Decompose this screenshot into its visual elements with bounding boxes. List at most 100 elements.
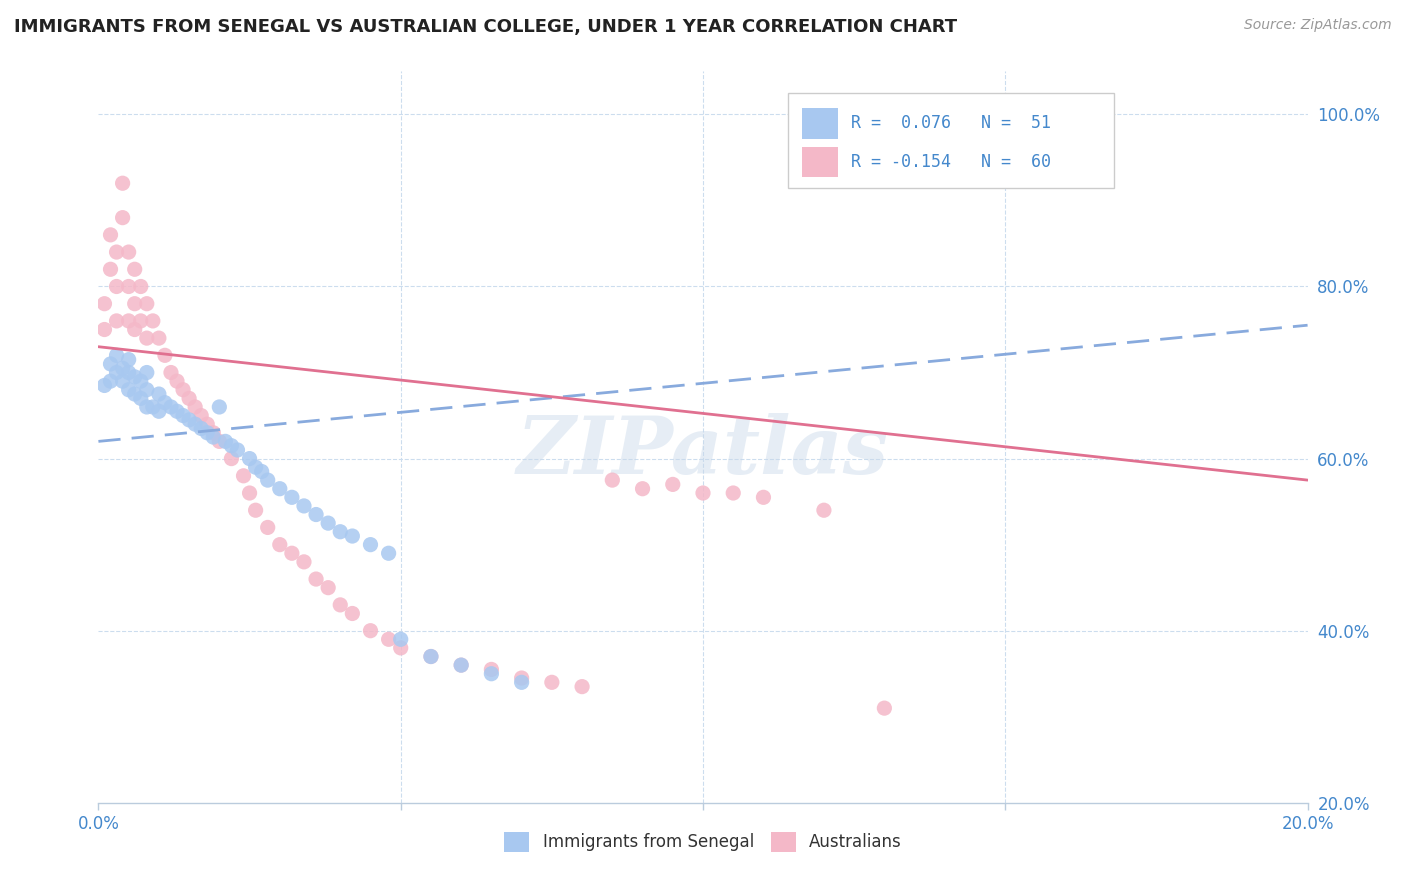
Point bbox=[179, 392, 201, 406]
Point bbox=[221, 451, 243, 466]
Point bbox=[389, 632, 412, 647]
Point bbox=[389, 640, 412, 655]
Point bbox=[752, 491, 775, 505]
Point bbox=[105, 348, 128, 362]
Point bbox=[166, 374, 188, 388]
Point bbox=[208, 400, 231, 414]
Point bbox=[360, 624, 382, 638]
Point bbox=[214, 434, 236, 449]
FancyBboxPatch shape bbox=[787, 94, 1114, 188]
Point bbox=[135, 400, 157, 414]
Point bbox=[481, 662, 503, 676]
Point bbox=[342, 607, 364, 621]
Point bbox=[305, 508, 328, 522]
Point bbox=[142, 314, 165, 328]
Point bbox=[510, 671, 533, 685]
Point bbox=[450, 658, 472, 673]
Point bbox=[281, 491, 304, 505]
Point bbox=[148, 387, 170, 401]
Point bbox=[148, 404, 170, 418]
Point bbox=[661, 477, 683, 491]
Point bbox=[93, 296, 115, 310]
Point bbox=[420, 649, 443, 664]
Text: R = -0.154   N =  60: R = -0.154 N = 60 bbox=[851, 153, 1050, 171]
Point bbox=[292, 499, 315, 513]
Point bbox=[111, 361, 134, 376]
Point bbox=[124, 369, 146, 384]
Point bbox=[111, 176, 134, 190]
Point bbox=[129, 374, 152, 388]
Point bbox=[195, 417, 218, 432]
Point bbox=[118, 366, 141, 380]
Point bbox=[873, 701, 896, 715]
Point bbox=[135, 296, 157, 310]
Point bbox=[118, 352, 141, 367]
Point bbox=[450, 658, 472, 673]
Point bbox=[281, 546, 304, 560]
FancyBboxPatch shape bbox=[803, 146, 838, 178]
Point bbox=[377, 632, 399, 647]
Point bbox=[245, 460, 267, 475]
Point bbox=[305, 572, 328, 586]
Point bbox=[692, 486, 714, 500]
Point bbox=[124, 262, 146, 277]
Point bbox=[172, 383, 194, 397]
Text: R =  0.076   N =  51: R = 0.076 N = 51 bbox=[851, 114, 1050, 132]
Point bbox=[142, 400, 165, 414]
Point bbox=[232, 468, 254, 483]
Point bbox=[184, 400, 207, 414]
Point bbox=[377, 546, 399, 560]
Point bbox=[118, 383, 141, 397]
Point bbox=[602, 473, 624, 487]
Text: Source: ZipAtlas.com: Source: ZipAtlas.com bbox=[1244, 18, 1392, 32]
Point bbox=[571, 680, 593, 694]
Point bbox=[256, 520, 278, 534]
Point bbox=[100, 357, 122, 371]
Point bbox=[153, 395, 176, 409]
Point bbox=[420, 649, 443, 664]
Point bbox=[135, 383, 157, 397]
Point bbox=[124, 322, 146, 336]
Point bbox=[172, 409, 194, 423]
Point bbox=[316, 516, 339, 530]
Point bbox=[135, 331, 157, 345]
Legend: Immigrants from Senegal, Australians: Immigrants from Senegal, Australians bbox=[496, 823, 910, 860]
Point bbox=[510, 675, 533, 690]
Point bbox=[329, 598, 352, 612]
Point bbox=[195, 425, 218, 440]
Point bbox=[256, 473, 278, 487]
Point bbox=[118, 314, 141, 328]
Point bbox=[93, 378, 115, 392]
Point bbox=[184, 417, 207, 432]
Point bbox=[129, 314, 152, 328]
Point bbox=[481, 666, 503, 681]
Point bbox=[269, 538, 291, 552]
Point bbox=[239, 451, 262, 466]
Point bbox=[118, 279, 141, 293]
Point bbox=[239, 486, 262, 500]
Point bbox=[105, 279, 128, 293]
Point bbox=[292, 555, 315, 569]
Point bbox=[93, 322, 115, 336]
Point bbox=[250, 465, 273, 479]
Point bbox=[100, 262, 122, 277]
Point bbox=[269, 482, 291, 496]
Point bbox=[160, 400, 183, 414]
Point bbox=[105, 366, 128, 380]
Point bbox=[723, 486, 745, 500]
Point bbox=[124, 387, 146, 401]
Point bbox=[105, 245, 128, 260]
Point bbox=[190, 409, 212, 423]
Point bbox=[129, 279, 152, 293]
FancyBboxPatch shape bbox=[803, 108, 838, 138]
Text: ZIPatlas: ZIPatlas bbox=[517, 413, 889, 491]
Point bbox=[124, 296, 146, 310]
Point bbox=[190, 421, 212, 435]
Point bbox=[135, 366, 157, 380]
Point bbox=[166, 404, 188, 418]
Text: IMMIGRANTS FROM SENEGAL VS AUSTRALIAN COLLEGE, UNDER 1 YEAR CORRELATION CHART: IMMIGRANTS FROM SENEGAL VS AUSTRALIAN CO… bbox=[14, 18, 957, 36]
Point bbox=[179, 413, 201, 427]
Point bbox=[111, 211, 134, 225]
Point bbox=[631, 482, 654, 496]
Point bbox=[100, 227, 122, 242]
